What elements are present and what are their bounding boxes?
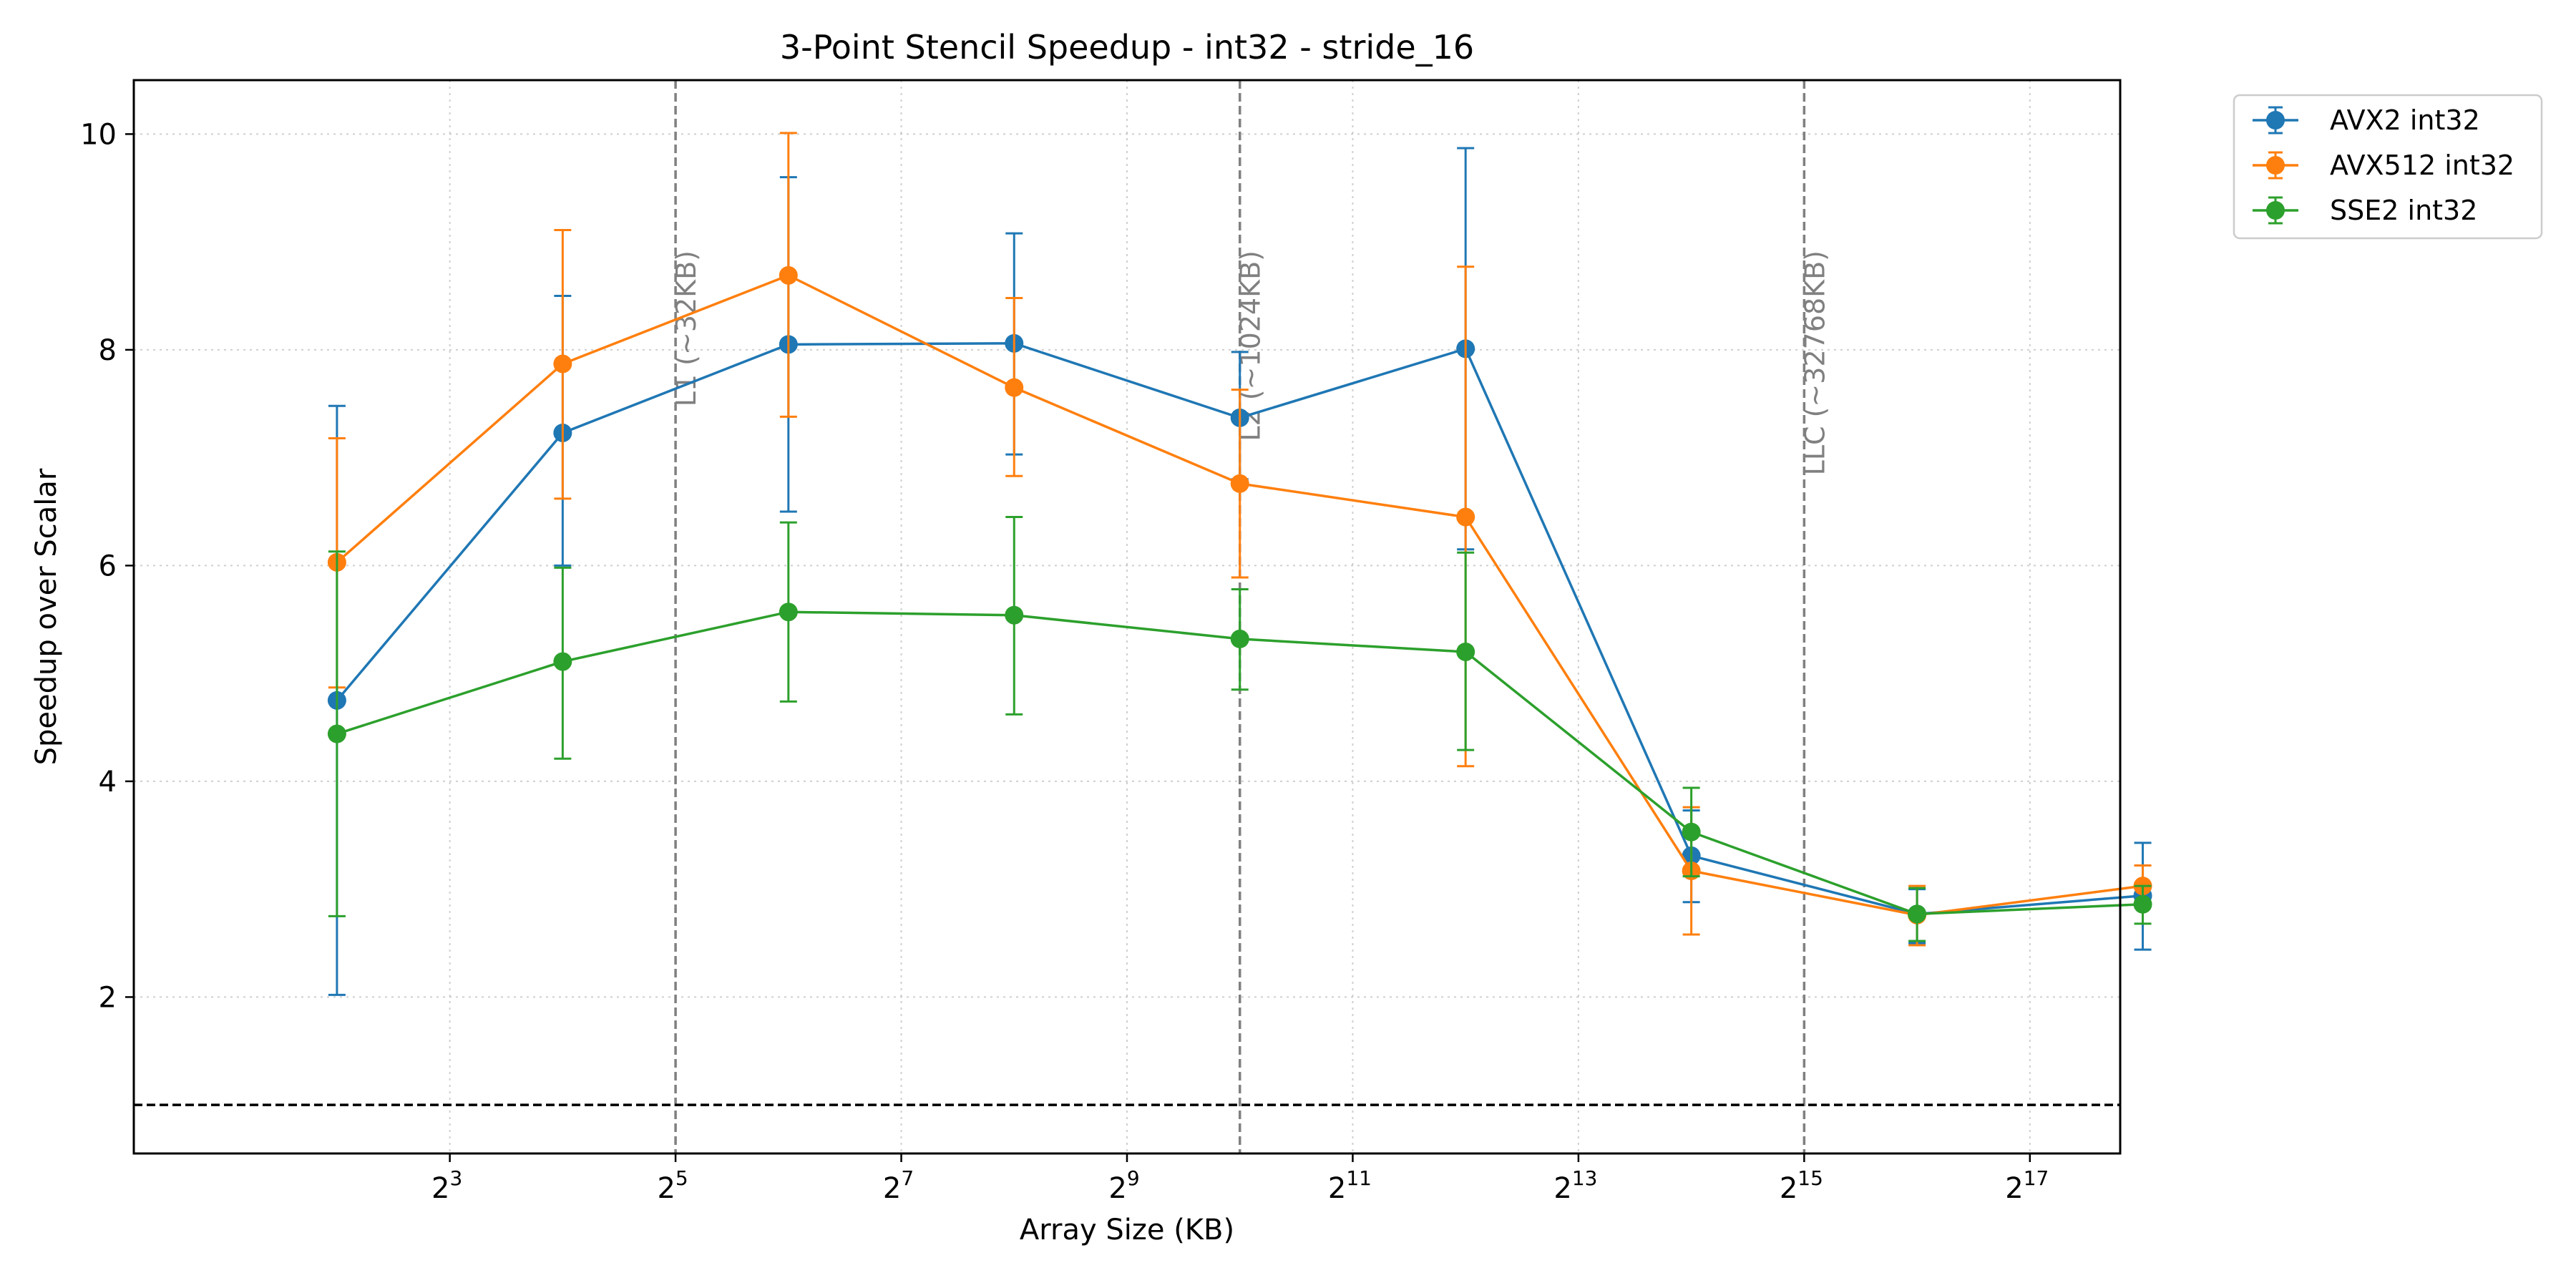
data-point [1908, 904, 1927, 924]
legend-box [2233, 94, 2543, 240]
data-point [1230, 474, 1249, 493]
data-point [1456, 642, 1475, 661]
legend-item: AVX512 int32 [2253, 150, 2514, 181]
y-axis-label: Speedup over Scalar [30, 468, 63, 765]
x-tick-label: 29 [1108, 1166, 1139, 1205]
data-point [779, 602, 798, 622]
legend-marker [2266, 111, 2285, 130]
y-axis-ticks: 2 4 6 8 10 [80, 118, 134, 1014]
x-tick-label: 215 [1780, 1166, 1823, 1205]
legend-marker [2266, 156, 2285, 175]
legend-label: AVX512 int32 [2330, 150, 2514, 181]
x-axis-ticks: 23 25 27 29 211 213 215 217 [431, 1153, 2049, 1205]
legend-label: AVX2 int32 [2330, 104, 2480, 136]
data-point [553, 354, 572, 374]
x-tick-label: 23 [431, 1166, 462, 1205]
x-tick-label: 213 [1553, 1166, 1597, 1205]
data-point [553, 652, 572, 671]
data-point [1005, 605, 1024, 625]
y-tick-label: 2 [99, 981, 117, 1014]
series-sse2-int32 [327, 516, 2152, 942]
chart-title: 3-Point Stencil Speedup - int32 - stride… [780, 28, 1474, 67]
data-point [1005, 378, 1024, 397]
cache-boundary-label: LLC (~32768KB) [1799, 250, 1830, 475]
data-point [1456, 507, 1475, 527]
data-point [2133, 894, 2152, 914]
y-tick-label: 6 [99, 550, 117, 582]
x-axis-label: Array Size (KB) [1020, 1214, 1234, 1246]
x-tick-label: 217 [2005, 1166, 2049, 1205]
legend: AVX2 int32 AVX512 int32 SSE2 int32 [2233, 94, 2543, 240]
x-tick-label: 211 [1328, 1166, 1372, 1205]
y-tick-label: 8 [99, 334, 117, 367]
data-series [327, 132, 2152, 996]
data-point [1682, 822, 1701, 841]
data-point [1230, 629, 1249, 648]
x-tick-label: 25 [657, 1166, 688, 1205]
legend-item: AVX2 int32 [2253, 104, 2480, 136]
legend-item: SSE2 int32 [2253, 195, 2477, 226]
legend-marker [2266, 201, 2285, 220]
x-tick-label: 27 [883, 1166, 914, 1205]
data-point [327, 724, 346, 743]
y-tick-label: 10 [80, 118, 117, 151]
legend-label: SSE2 int32 [2330, 195, 2477, 226]
data-point [779, 265, 798, 285]
y-tick-label: 4 [99, 766, 117, 799]
